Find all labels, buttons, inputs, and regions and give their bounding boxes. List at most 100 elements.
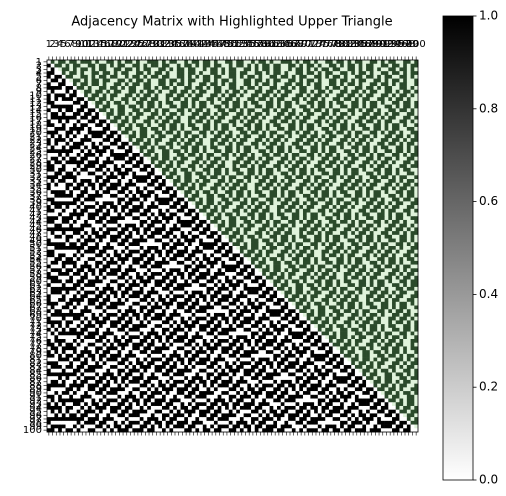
cell <box>87 167 92 172</box>
highlight-cell <box>277 78 282 83</box>
cell <box>76 312 81 317</box>
cell <box>50 104 55 109</box>
cell <box>124 387 129 392</box>
highlight-cell <box>251 67 256 72</box>
highlight-cell <box>273 160 278 165</box>
cell <box>113 294 118 299</box>
highlight-cell <box>373 145 378 150</box>
cell <box>110 346 115 351</box>
highlight-cell <box>113 115 118 120</box>
highlight-cell <box>184 145 189 150</box>
highlight-cell <box>406 93 411 98</box>
cell <box>91 123 96 128</box>
cell <box>47 179 52 184</box>
highlight-cell <box>351 112 356 117</box>
cell <box>91 179 96 184</box>
highlight-cell <box>128 115 133 120</box>
cell <box>65 115 70 120</box>
cell <box>47 290 52 295</box>
cell <box>72 361 77 366</box>
cell <box>65 279 70 284</box>
cell <box>106 275 111 280</box>
highlight-cell <box>291 74 296 79</box>
highlight-cell <box>228 71 233 76</box>
cell <box>84 379 89 384</box>
cell <box>54 149 59 154</box>
cell <box>136 193 141 198</box>
highlight-cell <box>162 74 167 79</box>
highlight-cell <box>191 89 196 94</box>
cell <box>76 153 81 158</box>
highlight-cell <box>69 78 74 83</box>
cell <box>113 279 118 284</box>
highlight-cell <box>95 97 100 102</box>
cell <box>58 402 63 407</box>
cell <box>136 320 141 325</box>
highlight-cell <box>340 145 345 150</box>
highlight-cell <box>328 134 333 139</box>
highlight-cell <box>236 97 241 102</box>
cell <box>50 193 55 198</box>
cell <box>69 335 74 340</box>
cell <box>128 391 133 396</box>
highlight-cell <box>395 100 400 105</box>
cell <box>91 420 96 425</box>
cell <box>69 227 74 232</box>
highlight-cell <box>291 130 296 135</box>
cell <box>124 391 129 396</box>
highlight-cell <box>310 153 315 158</box>
cell <box>121 357 126 362</box>
highlight-cell <box>139 97 144 102</box>
highlight-cell <box>351 71 356 76</box>
cell <box>102 212 107 217</box>
cell <box>69 357 74 362</box>
highlight-cell <box>395 71 400 76</box>
cell <box>150 312 155 317</box>
cell <box>113 387 118 392</box>
cell <box>106 361 111 366</box>
highlight-cell <box>265 86 270 91</box>
cell <box>98 290 103 295</box>
highlight-cell <box>358 104 363 109</box>
cell <box>98 205 103 210</box>
highlight-cell <box>325 60 330 65</box>
highlight-cell <box>273 63 278 68</box>
highlight-cell <box>210 115 215 120</box>
cell <box>65 123 70 128</box>
highlight-cell <box>377 86 382 91</box>
cell <box>110 246 115 251</box>
cell <box>147 357 152 362</box>
cell <box>95 417 100 422</box>
highlight-cell <box>232 104 237 109</box>
highlight-cell <box>162 104 167 109</box>
cell <box>69 420 74 425</box>
cell <box>150 260 155 265</box>
highlight-cell <box>406 108 411 113</box>
cell <box>65 149 70 154</box>
highlight-cell <box>314 153 319 158</box>
highlight-cell <box>180 67 185 72</box>
highlight-cell <box>332 160 337 165</box>
cell <box>106 324 111 329</box>
cell <box>47 238 52 243</box>
cell <box>110 402 115 407</box>
cell <box>147 182 152 187</box>
cell <box>87 149 92 154</box>
highlight-cell <box>195 130 200 135</box>
highlight-cell <box>310 78 315 83</box>
highlight-cell <box>321 74 326 79</box>
highlight-cell <box>280 126 285 131</box>
highlight-cell <box>410 74 415 79</box>
cell <box>50 398 55 403</box>
highlight-cell <box>191 97 196 102</box>
highlight-cell <box>362 134 367 139</box>
cell <box>121 231 126 236</box>
highlight-cell <box>232 164 237 169</box>
cell <box>61 279 66 284</box>
highlight-cell <box>302 97 307 102</box>
highlight-cell <box>98 93 103 98</box>
cell <box>143 164 148 169</box>
highlight-cell <box>280 97 285 102</box>
cell <box>98 324 103 329</box>
cell <box>117 286 122 291</box>
